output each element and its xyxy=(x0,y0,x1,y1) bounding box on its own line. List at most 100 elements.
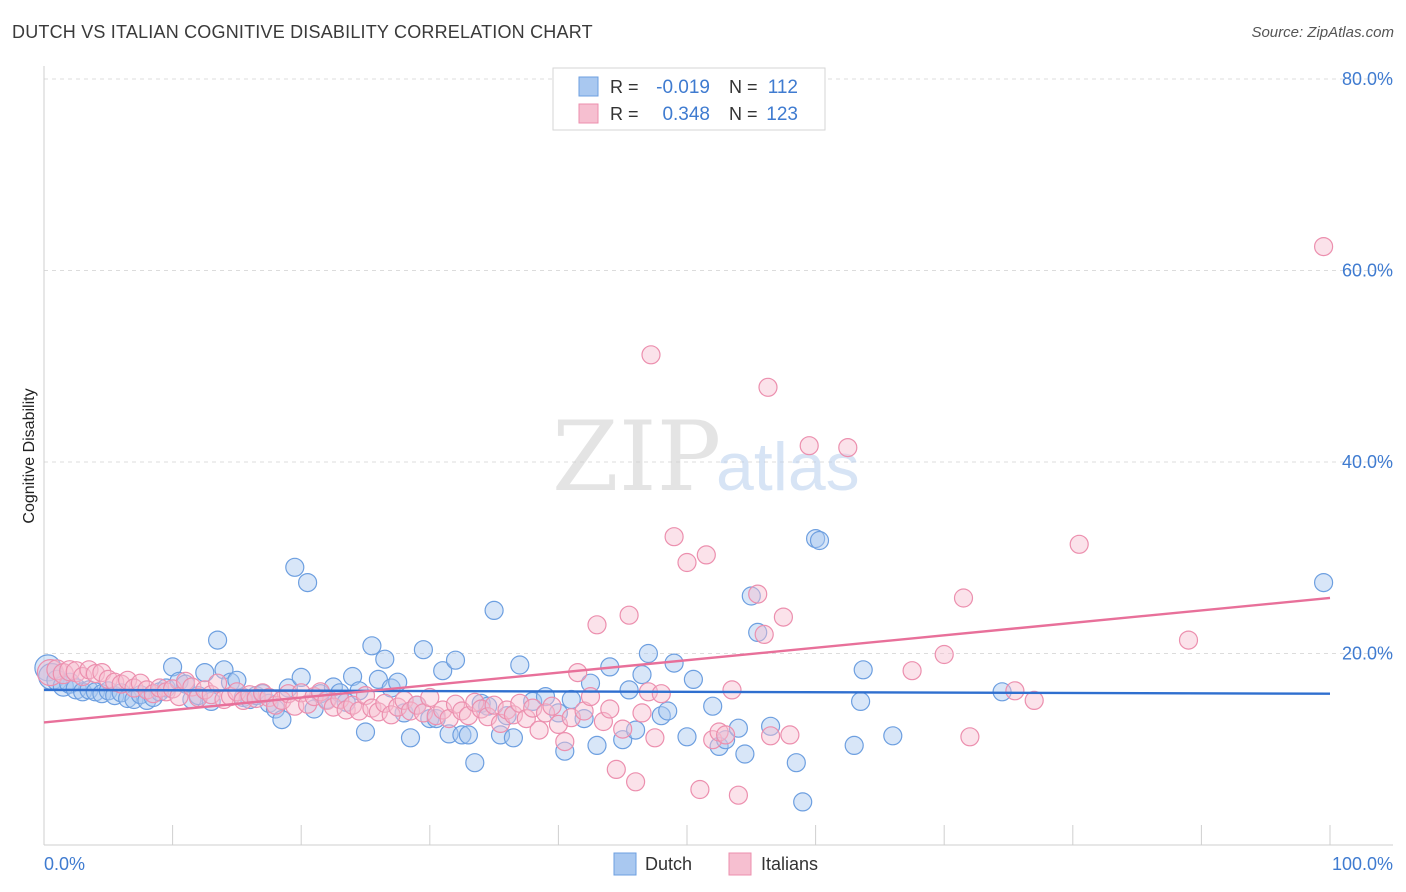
dutch-point xyxy=(510,655,530,675)
x-tick-label-max: 100.0% xyxy=(1332,854,1393,874)
italian-point xyxy=(722,680,742,700)
italian-point xyxy=(593,711,614,732)
dutch-n-value: 112 xyxy=(768,77,798,98)
dutch-point xyxy=(677,727,697,747)
italian-point xyxy=(555,731,575,752)
italian-point xyxy=(773,607,794,627)
italian-point xyxy=(758,377,778,397)
italian-point xyxy=(606,759,626,780)
italian-point xyxy=(1313,237,1334,257)
italian-point xyxy=(381,705,401,725)
italian-point xyxy=(625,772,646,792)
y-tick-label-80: 80.0% xyxy=(1342,69,1393,89)
italian-point xyxy=(690,779,710,800)
italian-point xyxy=(542,696,562,716)
legend-italians-label: Italians xyxy=(761,854,818,874)
dutch-swatch xyxy=(578,76,599,97)
italian-point xyxy=(728,785,749,805)
italian-point xyxy=(1024,690,1044,711)
dutch-trend-line xyxy=(43,688,1331,695)
italian-point xyxy=(516,708,536,729)
italian-point xyxy=(902,661,922,681)
dutch-point xyxy=(375,649,395,669)
italian-point xyxy=(651,684,671,704)
dutch-point xyxy=(1313,572,1334,593)
dutch-point xyxy=(503,728,524,748)
stats-legend: R = -0.019 N = 112 R = 0.348 N = 123 xyxy=(552,67,826,131)
italian-point xyxy=(1069,534,1089,554)
dutch-point xyxy=(452,725,472,745)
y-tick-labels: 20.0% 40.0% 60.0% 80.0% xyxy=(1342,69,1393,664)
y-tick-label-20: 20.0% xyxy=(1342,644,1393,664)
italian-point xyxy=(748,584,768,604)
source-credit: Source: ZipAtlas.com xyxy=(1251,24,1394,41)
dutch-point xyxy=(587,735,607,756)
dutch-point xyxy=(850,691,871,712)
italian-point xyxy=(760,726,781,746)
dutch-point xyxy=(619,680,639,700)
italian-point xyxy=(208,673,228,693)
italian-point xyxy=(641,345,661,365)
dutch-point xyxy=(195,662,215,683)
scatter-points xyxy=(34,237,1334,812)
dutch-point xyxy=(555,741,575,761)
italian-point xyxy=(780,725,800,745)
legend-dutch-swatch xyxy=(613,852,637,876)
dutch-point xyxy=(703,696,723,716)
dutch-point xyxy=(497,706,517,726)
axes xyxy=(43,66,1393,846)
dutch-point xyxy=(786,753,806,773)
dutch-point xyxy=(355,722,376,742)
dutch-point xyxy=(445,650,466,670)
dutch-point xyxy=(632,664,652,685)
italian-point xyxy=(677,552,697,573)
italian-point xyxy=(934,644,954,665)
dutch-point xyxy=(291,667,311,688)
dutch-point xyxy=(433,661,453,681)
dutch-point xyxy=(362,636,382,656)
dutch-point xyxy=(458,725,478,745)
legend-dutch-label: Dutch xyxy=(645,854,692,874)
dutch-point xyxy=(343,666,363,687)
dutch-point xyxy=(844,735,864,756)
watermark-atlas: atlas xyxy=(716,429,860,505)
dutch-point xyxy=(413,640,433,660)
dutch-point xyxy=(208,630,228,650)
italian-point xyxy=(613,719,633,739)
x-tick-label-min: 0.0% xyxy=(44,854,85,874)
italian-n-label: N = xyxy=(729,104,758,124)
italian-point xyxy=(754,624,774,645)
watermark-zip: ZIP xyxy=(552,401,721,513)
italian-point xyxy=(838,438,858,458)
dutch-point xyxy=(809,530,830,551)
italian-swatch xyxy=(578,103,599,124)
italian-point xyxy=(664,527,684,547)
dutch-point xyxy=(465,753,485,773)
dutch-point xyxy=(658,701,678,721)
italian-point xyxy=(645,728,665,748)
italian-point xyxy=(587,615,607,635)
italian-point xyxy=(960,727,980,747)
italian-point xyxy=(523,698,543,718)
italian-point xyxy=(420,687,440,708)
trend-lines xyxy=(43,596,1331,724)
italian-point xyxy=(1178,630,1199,650)
watermark: ZIP atlas xyxy=(552,401,860,513)
series-legend: Dutch Italians xyxy=(613,852,818,876)
dutch-r-label: R = xyxy=(610,77,639,97)
chart-title: DUTCH VS ITALIAN COGNITIVE DISABILITY CO… xyxy=(12,22,593,42)
italian-point xyxy=(568,662,588,683)
italian-n-value: 123 xyxy=(766,104,798,125)
legend-italians-swatch xyxy=(728,852,752,876)
grid-lines xyxy=(44,78,1393,654)
italian-point xyxy=(632,703,652,723)
italian-point xyxy=(600,699,620,719)
dutch-point xyxy=(272,709,292,730)
italian-point xyxy=(619,605,639,625)
italian-point xyxy=(696,545,716,565)
dutch-r-value: -0.019 xyxy=(656,77,710,98)
dutch-point xyxy=(883,726,903,746)
italian-point xyxy=(799,436,819,456)
y-tick-label-40: 40.0% xyxy=(1342,452,1393,472)
dutch-point xyxy=(793,792,813,812)
